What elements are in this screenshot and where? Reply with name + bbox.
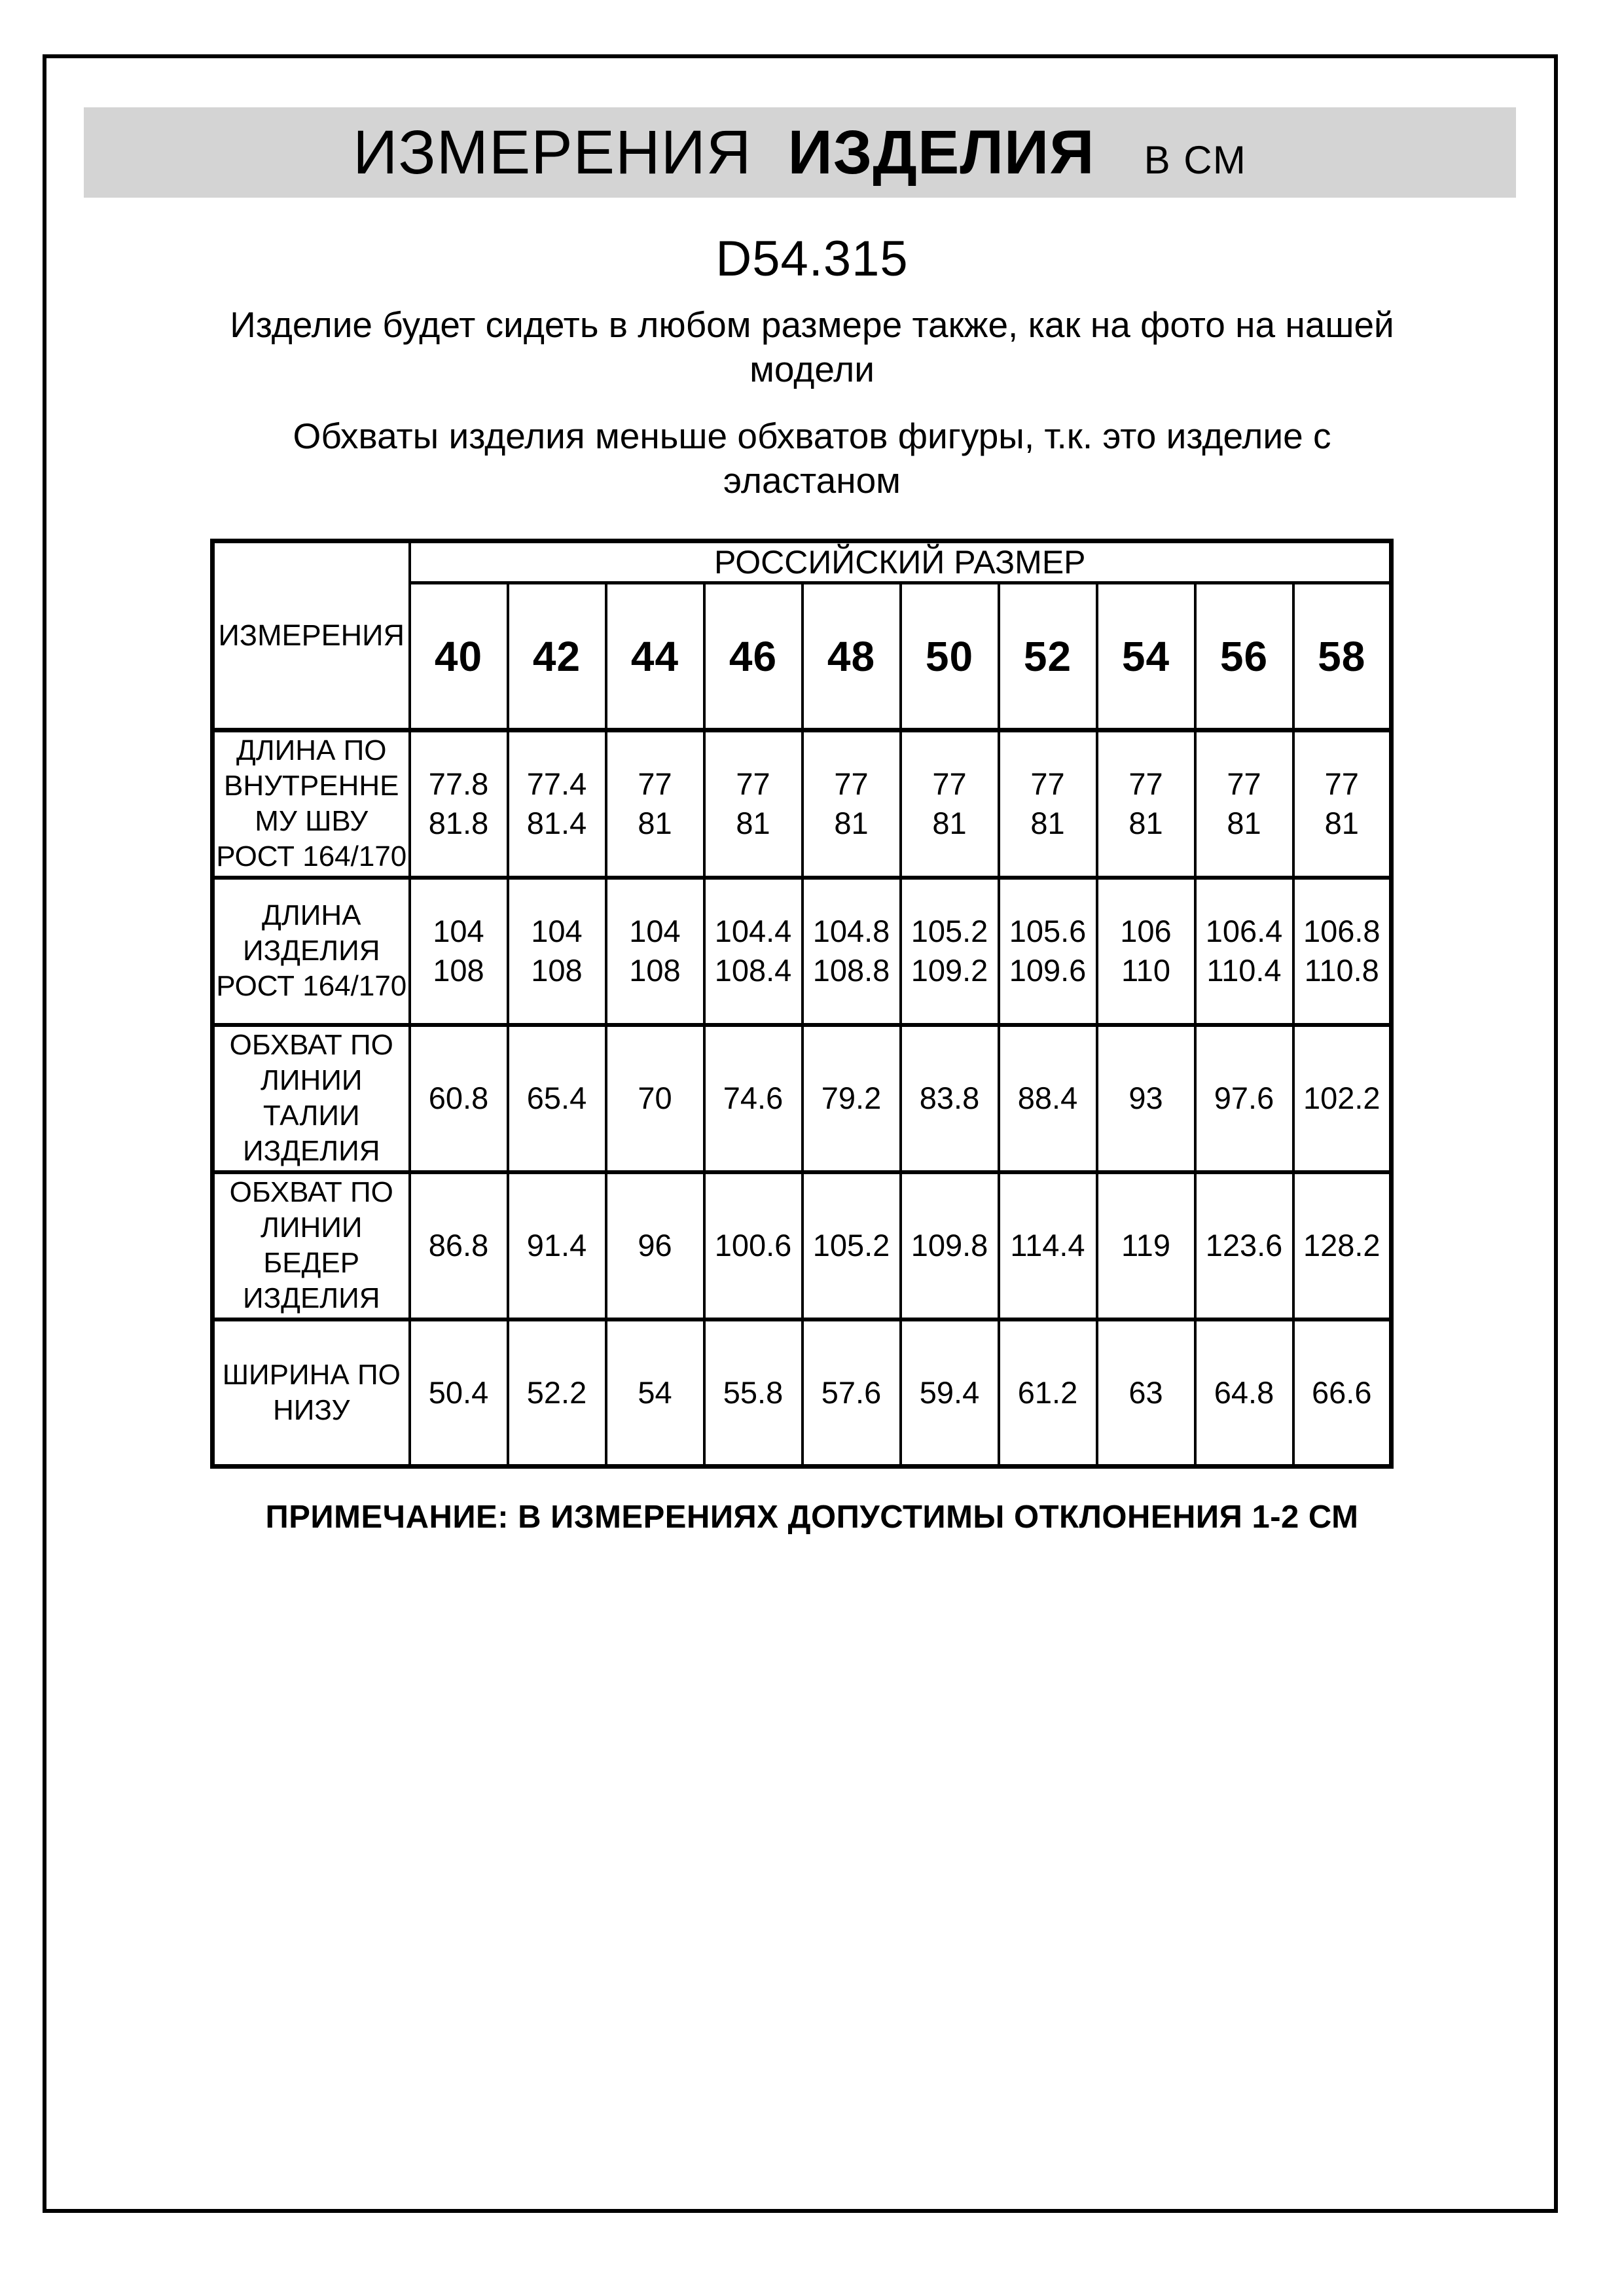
measurement-value: 106 110 [1095, 875, 1197, 1026]
measurement-value: 77.8 81.8 [408, 728, 509, 879]
row-label-text: ШИРИНА ПО НИЗУ [222, 1358, 401, 1426]
measurement-value: 63 [1095, 1317, 1197, 1468]
measurement-value: 77.4 81.4 [506, 728, 607, 879]
measurement-value: 64.8 [1193, 1317, 1295, 1468]
measurement-value: 105.6 109.6 [997, 875, 1098, 1026]
intro-paragraph-2: Обхваты изделия меньше обхватов фигуры, … [293, 416, 1331, 501]
measurement-value: 104 108 [408, 875, 509, 1026]
measurement-value: 65.4 [506, 1022, 607, 1174]
page-border-frame [43, 54, 1558, 2213]
measurement-value: 114.4 [997, 1170, 1098, 1321]
page-title-unit: В СМ [1144, 138, 1247, 182]
measurement-value: 88.4 [997, 1022, 1098, 1174]
size-col-header-40: 40 [408, 581, 509, 732]
row-label-text: ОБХВАТ ПО ЛИНИИ ТАЛИИ ИЗДЕЛИЯ [229, 1029, 393, 1167]
measurement-value: 91.4 [506, 1170, 607, 1321]
measurement-value: 50.4 [408, 1317, 509, 1468]
measurement-value: 104.4 108.4 [702, 875, 804, 1026]
product-code: D54.315 [715, 231, 909, 287]
row-label: 4ОБХВАТ ПО ЛИНИИ БЕДЕР ИЗДЕЛИЯ [211, 1170, 411, 1321]
measurement-value: 61.2 [997, 1317, 1098, 1468]
measurement-value: 77 81 [899, 728, 1000, 879]
table-row-5: 5ШИРИНА ПО НИЗУ50.452.25455.857.659.461.… [211, 1317, 1393, 1468]
measurement-value: 54 [604, 1317, 706, 1468]
measurement-value: 102.2 [1291, 1022, 1393, 1174]
size-col-header-58: 58 [1291, 581, 1393, 732]
measurement-value: 86.8 [408, 1170, 509, 1321]
measurement-value: 119 [1095, 1170, 1197, 1321]
measurement-value: 77 81 [1095, 728, 1197, 879]
size-col-header-46: 46 [702, 581, 804, 732]
measurement-value: 106.8 110.8 [1291, 875, 1393, 1026]
size-group-header: РОССИЙСКИЙ РАЗМЕР [408, 539, 1393, 584]
row-label-text: ДЛИНА ПО ВНУТРЕННЕ МУ ШВУ РОСТ 164/170 [216, 734, 407, 873]
measurement-value: 77 81 [1193, 728, 1295, 879]
size-table: ИЗМЕРЕНИЯ РОССИЙСКИЙ РАЗМЕР 40 42 44 46 48 50… [210, 539, 1394, 1469]
size-col-header-52: 52 [997, 581, 1098, 732]
row-label: 3ОБХВАТ ПО ЛИНИИ ТАЛИИ ИЗДЕЛИЯ [211, 1022, 411, 1174]
measurement-value: 128.2 [1291, 1170, 1393, 1321]
measurement-value: 77 81 [702, 728, 804, 879]
measurement-value: 79.2 [801, 1022, 902, 1174]
measurement-value: 59.4 [899, 1317, 1000, 1468]
size-col-header-44: 44 [604, 581, 706, 732]
table-row-4: 4ОБХВАТ ПО ЛИНИИ БЕДЕР ИЗДЕЛИЯ86.891.496… [211, 1170, 1393, 1321]
measurement-value: 66.6 [1291, 1317, 1393, 1468]
measurement-value: 106.4 110.4 [1193, 875, 1295, 1026]
intro-paragraph-1: Изделие будет сидеть в любом размере так… [230, 304, 1394, 389]
measurement-value: 93 [1095, 1022, 1197, 1174]
measurement-value: 77 81 [997, 728, 1098, 879]
measurement-value: 77 81 [604, 728, 706, 879]
measurement-value: 57.6 [801, 1317, 902, 1468]
measurement-value: 123.6 [1193, 1170, 1295, 1321]
title-band: ИЗМЕРЕНИЯ ИЗДЕЛИЯ В СМ [84, 107, 1516, 198]
measurement-value: 83.8 [899, 1022, 1000, 1174]
row-label: 2ДЛИНА ИЗДЕЛИЯ РОСТ 164/170 [211, 875, 411, 1026]
size-col-header-54: 54 [1095, 581, 1197, 732]
measurement-value: 109.8 [899, 1170, 1000, 1321]
measurement-value: 74.6 [702, 1022, 804, 1174]
size-col-header-48: 48 [801, 581, 902, 732]
measurement-value: 77 81 [801, 728, 902, 879]
table-row-3: 3ОБХВАТ ПО ЛИНИИ ТАЛИИ ИЗДЕЛИЯ60.865.470… [211, 1022, 1393, 1174]
measurement-value: 104 108 [604, 875, 706, 1026]
size-col-header-42: 42 [506, 581, 607, 732]
size-col-header-56: 56 [1193, 581, 1295, 732]
measurement-value: 104.8 108.8 [801, 875, 902, 1026]
size-col-header-50: 50 [899, 581, 1000, 732]
row-label-text: ДЛИНА ИЗДЕЛИЯ РОСТ 164/170 [216, 899, 407, 1002]
measurement-value: 55.8 [702, 1317, 804, 1468]
measurement-value: 100.6 [702, 1170, 804, 1321]
page-title-product: ИЗДЕЛИЯ [787, 118, 1095, 187]
footer-note: ПРИМЕЧАНИЕ: В ИЗМЕРЕНИЯХ ДОПУСТИМЫ ОТКЛО… [265, 1499, 1359, 1535]
measurement-value: 105.2 109.2 [899, 875, 1000, 1026]
sizes-header-row: 40 42 44 46 48 50 52 54 56 58 [213, 581, 1393, 732]
measurement-value: 77 81 [1291, 728, 1393, 879]
measurement-value: 105.2 [801, 1170, 902, 1321]
row-label-text: ОБХВАТ ПО ЛИНИИ БЕДЕР ИЗДЕЛИЯ [229, 1176, 393, 1314]
measurement-value: 70 [604, 1022, 706, 1174]
page-title: ИЗМЕРЕНИЯ [353, 118, 752, 187]
measurement-value: 60.8 [408, 1022, 509, 1174]
measurement-value: 52.2 [506, 1317, 607, 1468]
measurements-corner-label: ИЗМЕРЕНИЯ [211, 539, 411, 732]
measurement-value: 97.6 [1193, 1022, 1295, 1174]
measurement-value: 104 108 [506, 875, 607, 1026]
size-group-row: ИЗМЕРЕНИЯ РОССИЙСКИЙ РАЗМЕР [211, 539, 1393, 732]
measurement-value: 96 [604, 1170, 706, 1321]
row-label: 5ШИРИНА ПО НИЗУ [211, 1317, 411, 1468]
